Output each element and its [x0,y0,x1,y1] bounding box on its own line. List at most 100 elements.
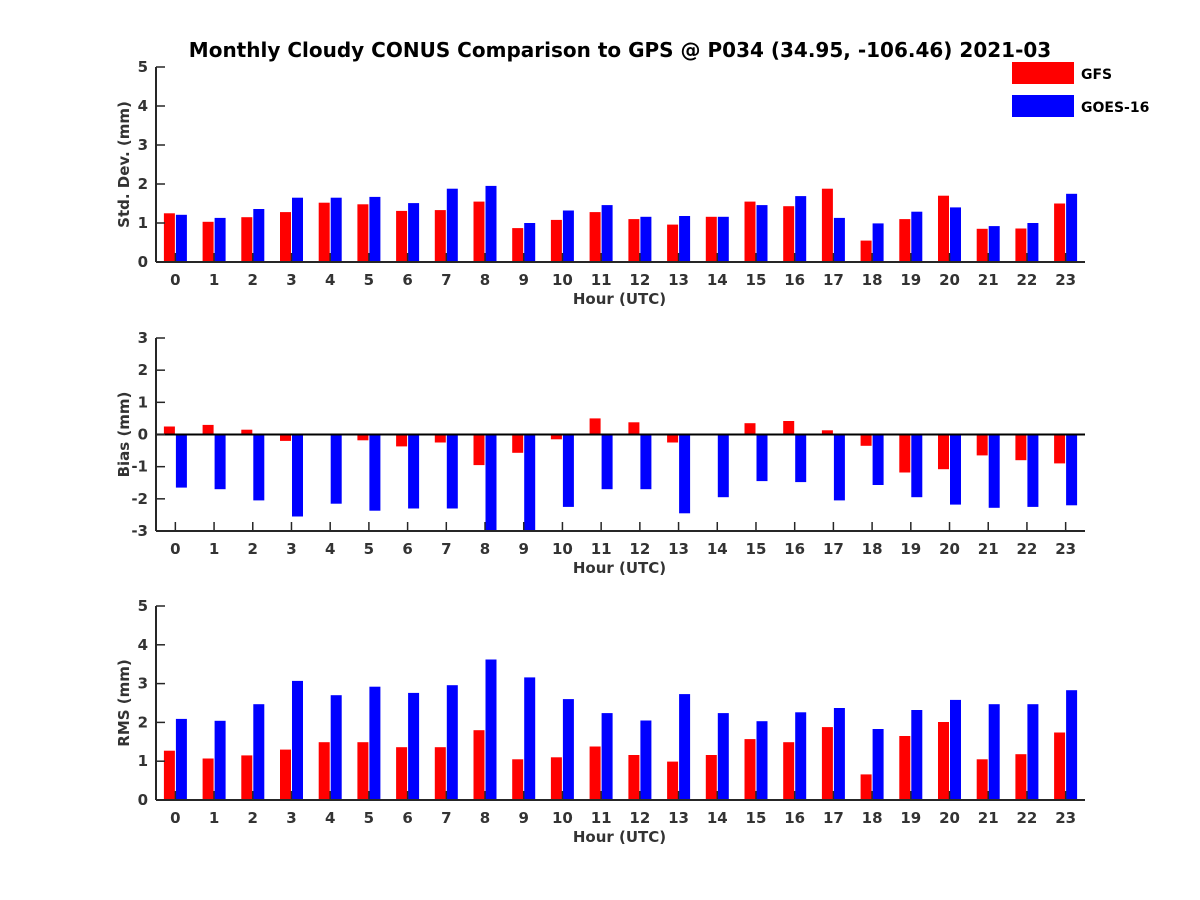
bar-goes16-hour-2 [253,209,265,262]
x-tick-label: 3 [286,271,296,289]
bar-gfs-hour-10 [550,219,562,262]
x-tick-label: 6 [402,271,412,289]
x-tick-label: 18 [862,271,883,289]
x-tick-label: 23 [1055,271,1076,289]
y-tick-label: -1 [131,458,148,476]
x-tick-label: 4 [325,271,335,289]
bar-gfs-hour-7 [434,434,446,443]
x-tick-label: 2 [248,809,258,827]
bar-gfs-hour-9 [512,228,524,262]
bar-goes16-hour-1 [214,720,226,800]
bar-gfs-hour-10 [550,434,562,440]
bar-goes16-hour-2 [253,704,265,800]
y-tick-label: 3 [138,675,148,693]
y-tick-label: 4 [138,636,148,654]
x-tick-label: 10 [552,809,573,827]
y-tick-label: 2 [138,175,148,193]
x-tick-label: 1 [209,809,219,827]
x-tick-label: 5 [364,271,374,289]
bar-gfs-hour-1 [202,758,214,800]
bar-goes16-hour-9 [524,677,536,800]
bar-gfs-hour-6 [396,747,408,800]
bar-gfs-hour-20 [938,434,949,470]
x-tick-label: 11 [591,540,612,558]
x-axis-label: Hour (UTC) [573,559,666,577]
x-tick-label: 5 [364,540,374,558]
x-tick-label: 20 [939,809,960,827]
bar-gfs-hour-23 [1054,434,1066,464]
x-tick-label: 6 [402,540,412,558]
bar-goes16-hour-20 [950,699,961,800]
x-tick-label: 21 [978,271,999,289]
bar-gfs-hour-18 [860,240,872,262]
bar-goes16-hour-22 [1027,704,1039,800]
x-tick-label: 4 [325,540,335,558]
x-tick-label: 15 [746,540,767,558]
y-tick-label: 1 [138,393,148,411]
bar-goes16-hour-13 [679,216,691,262]
bar-goes16-hour-15 [756,721,768,800]
bar-goes16-hour-22 [1027,223,1039,262]
x-tick-label: 8 [480,540,490,558]
bar-goes16-hour-8 [485,434,497,531]
bar-goes16-hour-13 [679,434,691,514]
bar-goes16-hour-7 [446,685,458,800]
bar-goes16-hour-6 [408,203,420,262]
bar-gfs-hour-9 [512,434,524,453]
bar-goes16-hour-17 [833,434,845,501]
bar-goes16-hour-15 [756,205,768,262]
bar-goes16-hour-10 [562,699,574,800]
bar-goes16-hour-5 [369,434,381,511]
bar-goes16-hour-20 [950,207,961,262]
y-axis-label: Bias (mm) [115,392,133,478]
x-tick-label: 16 [784,271,805,289]
bar-goes16-hour-1 [214,434,226,490]
bar-goes16-hour-21 [988,226,1000,262]
bar-goes16-hour-19 [911,710,923,800]
y-tick-label: 5 [138,58,148,76]
bar-goes16-hour-3 [292,197,303,262]
x-tick-label: 14 [707,271,728,289]
x-tick-label: 2 [248,271,258,289]
bar-gfs-hour-21 [976,434,988,456]
x-tick-label: 12 [629,809,650,827]
x-tick-label: 0 [170,540,180,558]
bar-gfs-hour-0 [163,426,175,435]
chart-title: Monthly Cloudy CONUS Comparison to GPS @… [189,38,1051,62]
y-tick-label: 2 [138,361,148,379]
x-tick-label: 0 [170,809,180,827]
x-tick-label: 22 [1017,540,1038,558]
x-tick-label: 22 [1017,809,1038,827]
x-tick-label: 20 [939,271,960,289]
y-tick-label: 3 [138,136,148,154]
bar-goes16-hour-21 [988,704,1000,800]
bar-goes16-hour-23 [1066,434,1078,506]
bar-gfs-hour-16 [783,206,795,262]
x-tick-label: 17 [823,540,844,558]
y-axis-label: Std. Dev. (mm) [115,101,133,228]
bar-goes16-hour-9 [524,223,536,262]
bar-gfs-hour-17 [821,188,833,262]
x-tick-label: 11 [591,809,612,827]
x-tick-label: 19 [900,540,921,558]
x-tick-label: 4 [325,809,335,827]
x-tick-label: 9 [519,540,529,558]
bar-goes16-hour-23 [1066,690,1078,800]
bar-goes16-hour-19 [911,434,923,498]
bar-gfs-hour-8 [473,201,485,262]
bar-gfs-hour-23 [1054,203,1066,262]
bar-gfs-hour-5 [357,204,369,262]
bar-goes16-hour-15 [756,434,768,482]
bar-gfs-hour-21 [976,759,988,800]
bar-goes16-hour-1 [214,217,226,262]
x-tick-label: 14 [707,540,728,558]
bar-goes16-hour-6 [408,692,420,800]
bar-gfs-hour-9 [512,759,524,800]
bar-goes16-hour-23 [1066,193,1078,263]
bar-gfs-hour-14 [705,216,717,262]
x-tick-label: 21 [978,809,999,827]
x-tick-label: 18 [862,809,883,827]
bar-goes16-hour-13 [679,694,691,800]
y-tick-label: 5 [138,597,148,615]
